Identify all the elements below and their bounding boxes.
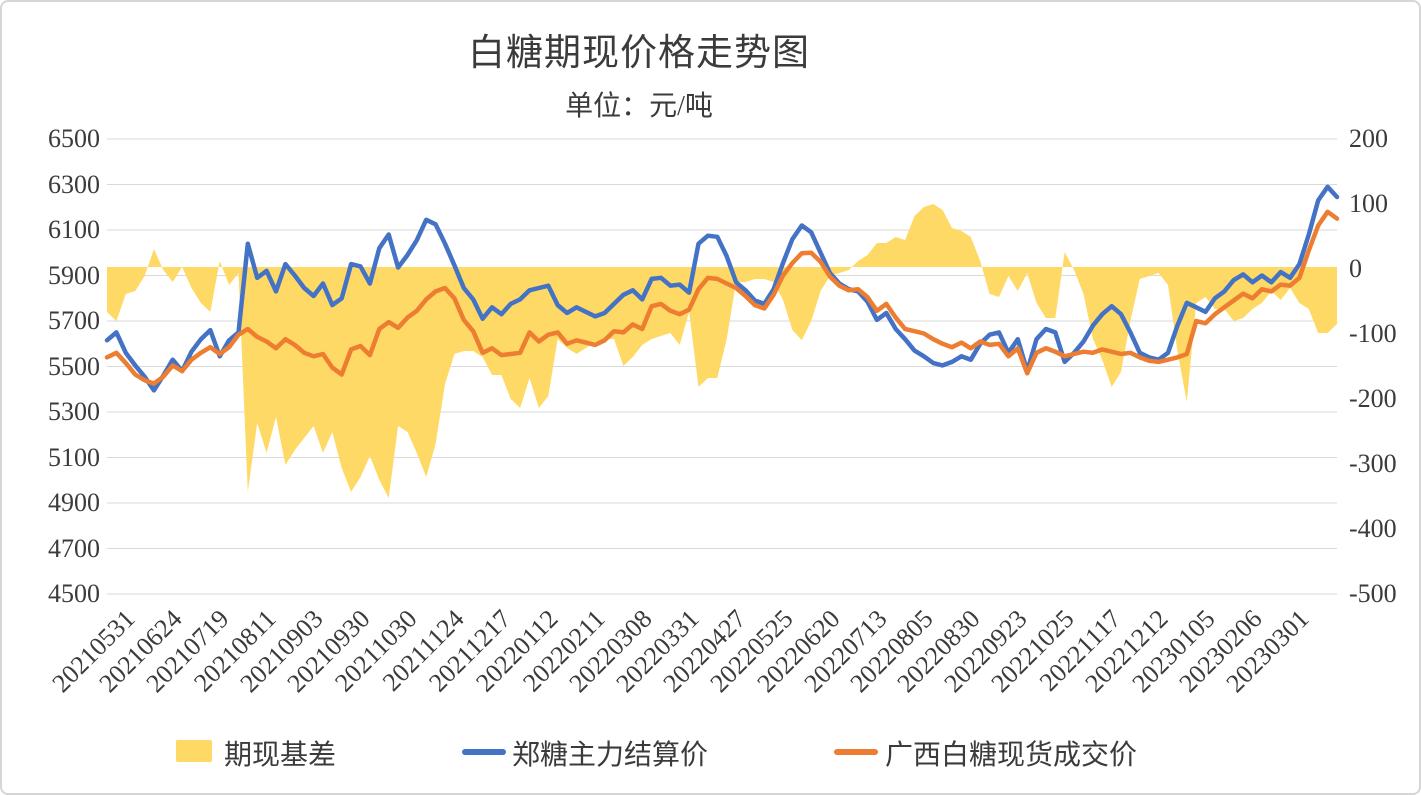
x-axis-label: 20230105: [1126, 604, 1221, 699]
y-axis-left-label: 5700: [48, 306, 100, 335]
x-axis-label: 20220427: [657, 604, 752, 699]
y-axis-right-label: -500: [1349, 579, 1397, 608]
y-axis-right-label: -100: [1349, 319, 1397, 348]
spot-line-swatch-icon: [834, 749, 878, 755]
x-axis-label: 20220308: [563, 604, 658, 699]
y-axis-left-label: 4500: [48, 579, 100, 608]
x-axis-label: 20220211: [516, 604, 611, 698]
x-axis-label: 20220830: [891, 604, 986, 699]
x-axis-label: 20230301: [1220, 604, 1315, 699]
x-axis-label: 20221025: [985, 604, 1080, 699]
x-axis-label: 20210624: [93, 604, 188, 699]
y-axis-right: 200 100 0 -100 -200 -300 -400 -500: [1349, 2, 1419, 793]
legend-label-basis: 期现基差: [224, 740, 337, 771]
x-axis-label: 20210719: [140, 604, 235, 699]
y-axis-right-label: 200: [1349, 124, 1388, 153]
x-axis-label: 20220923: [938, 604, 1033, 699]
y-axis-left-label: 6500: [48, 124, 100, 153]
futures-line: [104, 184, 1340, 393]
y-axis-left-label: 5500: [48, 351, 100, 381]
y-axis-left-label: 5900: [48, 260, 100, 290]
x-axis-label: 20210930: [281, 604, 376, 699]
x-axis-label: 20210811: [188, 604, 282, 698]
spot-line: [104, 209, 1340, 386]
x-axis-label: 20211217: [423, 604, 517, 698]
plot-area: [104, 138, 1340, 595]
y-axis-left-label: 4700: [48, 533, 100, 563]
title-block: 白糖期现价格走势图 单位：元/吨: [2, 22, 1276, 124]
y-axis-left-label: 4900: [48, 488, 100, 517]
legend-label-futures: 郑糖主力结算价: [512, 740, 709, 771]
y-axis-left: 6500 6300 6100 5900 5700 5500 5300 5100 4900 4700…: [20, 2, 100, 793]
y-axis-right-label: -200: [1349, 384, 1397, 413]
y-axis-right-label: 0: [1349, 254, 1362, 283]
y-axis-left-label: 6100: [48, 215, 100, 244]
x-axis-label: 20210903: [234, 604, 329, 699]
basis-area: [107, 204, 1337, 498]
x-axis-label: 20220331: [610, 604, 705, 699]
x-axis-label: 20230206: [1173, 604, 1268, 699]
x-axis-label: 20220112: [470, 604, 564, 698]
x-axis-label: 20220620: [751, 604, 846, 699]
x-axis-label: 20220805: [844, 604, 939, 699]
y-axis-right-label: 100: [1349, 189, 1388, 218]
x-axis-label: 20220713: [798, 604, 893, 699]
x-axis-label: 20211030: [329, 604, 423, 698]
y-axis-left-label: 5300: [48, 397, 100, 426]
legend-label-spot: 广西白糖现货成交价: [885, 740, 1138, 771]
x-axis-label: 20220525: [704, 604, 799, 699]
y-axis-right-label: -300: [1349, 449, 1397, 478]
x-axis-label: 20211124: [376, 604, 470, 697]
y-axis-left-label: 5100: [48, 442, 100, 472]
chart-subtitle: 单位：元/吨: [565, 91, 713, 122]
x-axis-label: 20221212: [1079, 604, 1174, 699]
y-axis-left-label: 6300: [48, 169, 100, 199]
basis-area-swatch-icon: [176, 740, 212, 762]
chart-title: 白糖期现价格走势图: [468, 33, 810, 74]
y-axis-right-label: -400: [1349, 514, 1397, 543]
x-axis-label: 20221117: [1034, 604, 1127, 697]
futures-line-swatch-icon: [462, 749, 506, 755]
